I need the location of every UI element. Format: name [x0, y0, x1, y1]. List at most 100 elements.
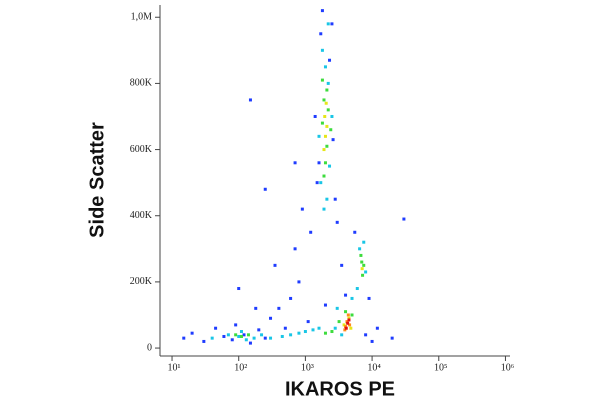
point	[210, 336, 214, 340]
point	[242, 333, 246, 337]
point	[323, 65, 327, 69]
point	[331, 138, 335, 142]
point	[364, 270, 368, 274]
point	[360, 267, 364, 271]
point	[244, 338, 248, 342]
x-tick-label: 10¹	[168, 362, 181, 373]
point	[248, 341, 252, 345]
y-tick-label: 0	[147, 342, 152, 353]
point	[335, 220, 339, 224]
point	[402, 217, 406, 221]
point	[313, 114, 317, 118]
point	[320, 48, 324, 52]
point	[303, 330, 307, 334]
point	[329, 128, 333, 132]
point	[311, 328, 315, 332]
point	[345, 320, 349, 324]
x-tick-label: 10⁶	[501, 362, 515, 373]
point	[234, 323, 238, 327]
point	[300, 207, 304, 211]
point	[254, 306, 258, 310]
point	[297, 331, 301, 335]
point	[359, 253, 363, 257]
point	[370, 339, 374, 343]
point	[375, 326, 379, 330]
point	[269, 336, 273, 340]
point	[273, 263, 277, 267]
point	[323, 134, 327, 138]
point	[319, 181, 323, 185]
x-axis-title: IKAROS PE	[285, 378, 395, 400]
point	[322, 98, 326, 102]
y-tick-label: 1,0M	[131, 12, 153, 23]
point	[350, 296, 354, 300]
x-tick-label: 10⁴	[367, 362, 381, 373]
y-tick-label: 800K	[130, 78, 153, 89]
point	[343, 328, 347, 332]
point	[326, 81, 330, 85]
point	[353, 230, 357, 234]
point	[237, 334, 241, 338]
point	[325, 124, 329, 128]
point	[297, 280, 301, 284]
point	[360, 260, 364, 264]
point	[344, 325, 348, 329]
point	[326, 108, 330, 112]
point	[293, 247, 297, 251]
point	[190, 331, 194, 335]
point	[362, 240, 366, 244]
point	[263, 187, 267, 191]
point	[214, 326, 218, 330]
point	[390, 336, 394, 340]
point	[347, 318, 351, 322]
point	[252, 336, 256, 340]
point	[367, 296, 371, 300]
point	[361, 273, 365, 277]
point	[226, 333, 230, 337]
point	[328, 164, 332, 168]
point	[257, 328, 261, 332]
point	[337, 320, 341, 324]
point	[322, 174, 326, 178]
point	[277, 306, 281, 310]
point	[283, 326, 287, 330]
point	[348, 323, 352, 327]
point	[237, 287, 241, 291]
point	[323, 331, 327, 335]
point	[349, 326, 353, 330]
point	[230, 338, 234, 342]
y-tick-label: 400K	[130, 210, 153, 221]
point	[222, 334, 226, 338]
point	[239, 330, 243, 334]
point	[202, 339, 206, 343]
point	[322, 148, 326, 152]
point	[346, 321, 350, 325]
point	[293, 161, 297, 165]
point	[323, 114, 327, 118]
point	[333, 326, 337, 330]
point	[347, 316, 351, 320]
point	[280, 334, 284, 338]
point	[362, 263, 366, 267]
y-tick-label: 600K	[130, 144, 153, 155]
point	[320, 121, 324, 125]
point	[309, 230, 313, 234]
x-tick-label: 10⁵	[434, 362, 448, 373]
point	[323, 161, 327, 165]
point	[320, 78, 324, 82]
point	[239, 334, 243, 338]
point	[358, 247, 362, 251]
point	[289, 296, 293, 300]
point	[289, 333, 293, 337]
point	[320, 9, 324, 13]
point	[322, 207, 326, 211]
point	[328, 58, 332, 62]
point	[340, 333, 344, 337]
point	[364, 333, 368, 337]
y-axis-title: Side Scatter	[86, 122, 108, 238]
x-tick-label: 10³	[301, 362, 314, 373]
point	[325, 88, 329, 92]
point	[325, 144, 329, 148]
point	[306, 320, 310, 324]
